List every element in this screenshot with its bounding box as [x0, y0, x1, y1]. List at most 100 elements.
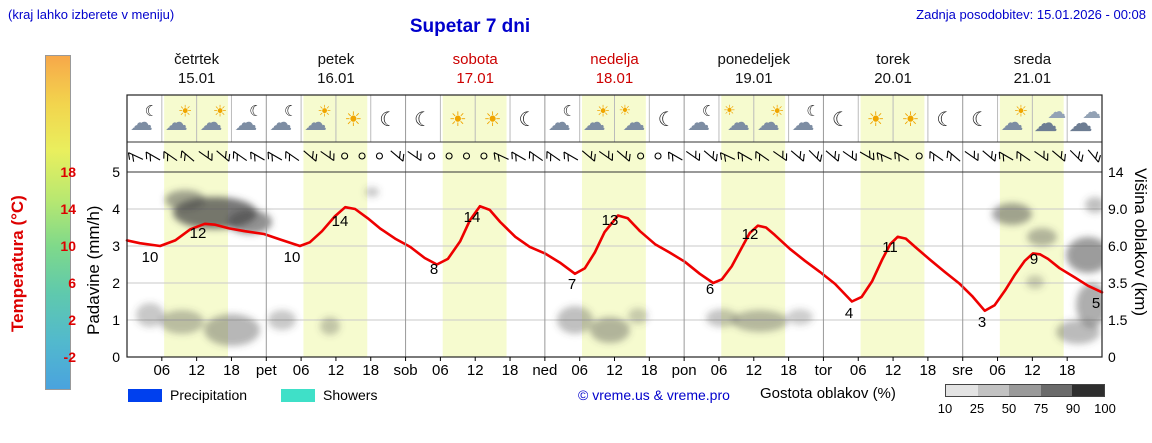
cloud-blob — [204, 314, 260, 346]
temperature-extreme-label: 9 — [1030, 251, 1038, 268]
day-abbr-label: sob — [393, 362, 417, 379]
cloud-blob — [1056, 320, 1100, 344]
sun-icon: ☀ — [344, 107, 362, 131]
calm-wind-icon — [428, 152, 436, 160]
cloud-density-segment — [1072, 385, 1104, 396]
calm-wind-icon — [341, 152, 349, 160]
showers-legend-label: Showers — [323, 387, 378, 403]
sun-cloud-icon: ☁ — [200, 110, 223, 136]
temp-tick-label: 10 — [60, 238, 76, 254]
day-date: 20.01 — [874, 70, 912, 87]
wind-barb-icon — [946, 150, 961, 162]
wind-barb-icon — [493, 152, 509, 162]
cloud-moon-icon: ☾ — [702, 102, 715, 120]
temperature-extreme-label: 4 — [845, 305, 853, 322]
cloud-density-scale-labels: 10 25 50 75 90 100 — [0, 401, 1152, 417]
sun-cloud-icon: ☁ — [304, 110, 327, 136]
hour-tick-label: 06 — [711, 362, 728, 379]
wind-barb-icon — [250, 151, 265, 162]
wind-barb-icon — [163, 150, 178, 162]
wind-barb-icon — [180, 150, 195, 162]
cloud-blob — [136, 303, 164, 327]
cloud-height-tick-label: 9.0 — [1108, 201, 1128, 217]
wind-barb-icon — [563, 151, 579, 162]
cloud-density-value: 100 — [1094, 401, 1116, 416]
day-header: sobota 17.01 — [406, 50, 545, 88]
day-name: četrtek — [174, 51, 220, 68]
cloud-blob — [787, 309, 813, 325]
wind-barb-icon — [390, 150, 405, 162]
wind-barb-icon — [1087, 149, 1101, 163]
cloud-height-tick-label: 3.5 — [1108, 275, 1128, 291]
cloud-sun-icon: ☁ — [622, 110, 645, 136]
calm-wind-icon — [375, 152, 384, 160]
moon-icon: ☾ — [518, 107, 536, 131]
day-name: ponedeljek — [717, 51, 791, 68]
wind-barb-icon — [598, 150, 614, 162]
wind-barb-icon — [998, 151, 1014, 162]
wind-barb-icon — [876, 152, 892, 162]
day-abbr-label: pon — [672, 362, 697, 379]
sun-icon: ☀ — [867, 107, 885, 131]
hour-tick-label: 12 — [467, 362, 484, 379]
sun-cloud-icon: ☁ — [757, 110, 780, 136]
temperature-color-scale — [45, 55, 71, 390]
cloud-density-value: 25 — [969, 401, 985, 416]
temp-tick-label: 14 — [60, 201, 76, 217]
cloud-moon-icon: ☾ — [249, 102, 262, 120]
cloud-blob — [590, 317, 630, 343]
temperature-extreme-label: 13 — [602, 212, 619, 229]
calm-wind-icon — [445, 152, 453, 160]
sun-icon: ☀ — [902, 107, 920, 131]
day-name: sobota — [452, 51, 498, 68]
precip-tick-label: 3 — [112, 238, 120, 254]
sun-cloud-icon: ☀ — [1014, 102, 1028, 121]
temperature-extreme-label: 14 — [332, 213, 349, 230]
temperature-extreme-label: 11 — [882, 239, 898, 256]
wind-barb-icon — [808, 149, 823, 163]
temperature-extreme-label: 7 — [568, 276, 576, 293]
cloud-blob — [1026, 275, 1044, 289]
hour-tick-label: 12 — [885, 362, 902, 379]
day-abbr-label: sre — [952, 362, 973, 379]
sun-cloud-icon: ☀ — [178, 102, 192, 121]
precip-tick-label: 4 — [112, 201, 120, 217]
wind-barb-icon — [964, 150, 979, 162]
cloud-blob — [557, 306, 593, 334]
cloud-blob — [706, 309, 738, 327]
day-date: 21.01 — [1013, 70, 1052, 87]
hour-tick-label: 18 — [223, 362, 240, 379]
cloud-moon-icon: ☾ — [145, 102, 158, 120]
day-header: ponedeljek 19.01 — [684, 50, 823, 88]
cloud-height-tick-label: 14 — [1108, 164, 1124, 180]
hour-tick-label: 06 — [153, 362, 170, 379]
wind-barb-icon — [667, 151, 683, 162]
daylight-band — [999, 95, 1064, 357]
cloud-moon-icon: ☁ — [234, 110, 257, 136]
cloud-blob — [320, 317, 340, 335]
day-header: petek 16.01 — [266, 50, 405, 88]
wind-barb-icon — [1016, 150, 1031, 162]
wind-barb-icon — [616, 150, 631, 162]
cloud-blob — [165, 190, 205, 210]
temp-tick-label: 18 — [60, 164, 76, 180]
cloud-density-value: 90 — [1065, 401, 1081, 416]
cloud-moon-icon: ☁ — [548, 110, 571, 136]
wind-barb-icon — [198, 150, 213, 162]
temperature-extreme-label: 10 — [284, 249, 301, 266]
cloud-cover-layer — [136, 187, 1102, 346]
wind-barb-icon — [929, 150, 944, 162]
copyright-link[interactable]: © vreme.us & vreme.pro — [578, 387, 730, 403]
cloud-height-tick-label: 6.0 — [1108, 238, 1128, 254]
day-header: torek 20.01 — [823, 50, 962, 88]
daylight-band — [442, 95, 507, 357]
temperature-curve — [125, 204, 1104, 313]
cloud-blob — [1085, 197, 1102, 213]
sun-cloud-icon: ☀ — [596, 102, 610, 121]
wind-barb-icon — [546, 150, 561, 162]
sun-cloud-icon: ☁ — [583, 110, 606, 136]
hour-tick-label: 18 — [780, 362, 797, 379]
hour-tick-label: 12 — [328, 362, 345, 379]
wind-barb-icon — [842, 150, 857, 162]
hour-tick-label: 12 — [745, 362, 762, 379]
